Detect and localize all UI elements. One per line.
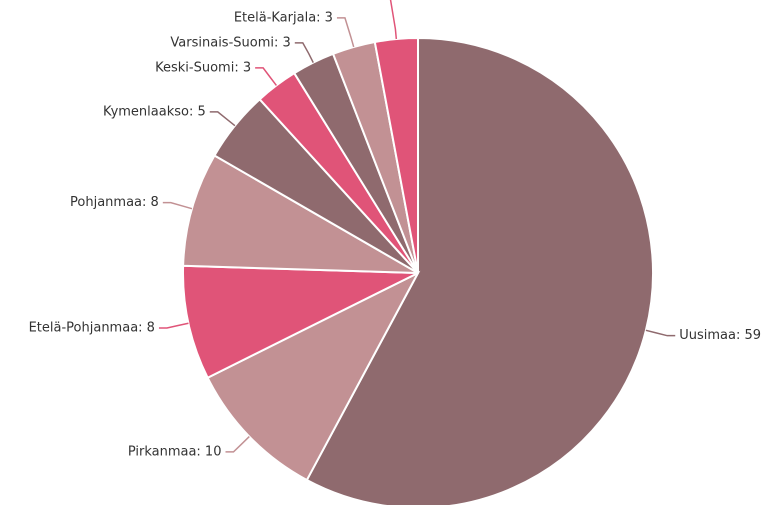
leader-line — [294, 42, 314, 63]
leader-line — [209, 111, 236, 127]
data-label: Etelä-Pohjanmaa: 8 — [29, 320, 155, 335]
data-label: Etelä-Karjala: 3 — [234, 10, 333, 25]
leader-line — [389, 0, 398, 40]
data-label: Keski-Suomi: 3 — [155, 60, 251, 75]
pie-slice — [206, 270, 421, 482]
data-label: Pirkanmaa: 10 — [128, 444, 222, 459]
pie-slice — [373, 36, 419, 274]
leader-line — [162, 201, 193, 210]
data-label: Uusimaa: 59 — [679, 328, 761, 343]
data-label: Kymenlaakso: 5 — [103, 104, 206, 119]
data-label: Pohjanmaa: 8 — [70, 195, 159, 210]
leader-line — [225, 436, 250, 453]
pie-slice — [305, 36, 654, 505]
data-label: Varsinais-Suomi: 3 — [170, 35, 290, 50]
leader-line — [158, 322, 189, 329]
leader-line — [255, 67, 277, 86]
leader-line — [645, 329, 676, 337]
leader-line — [336, 17, 355, 48]
